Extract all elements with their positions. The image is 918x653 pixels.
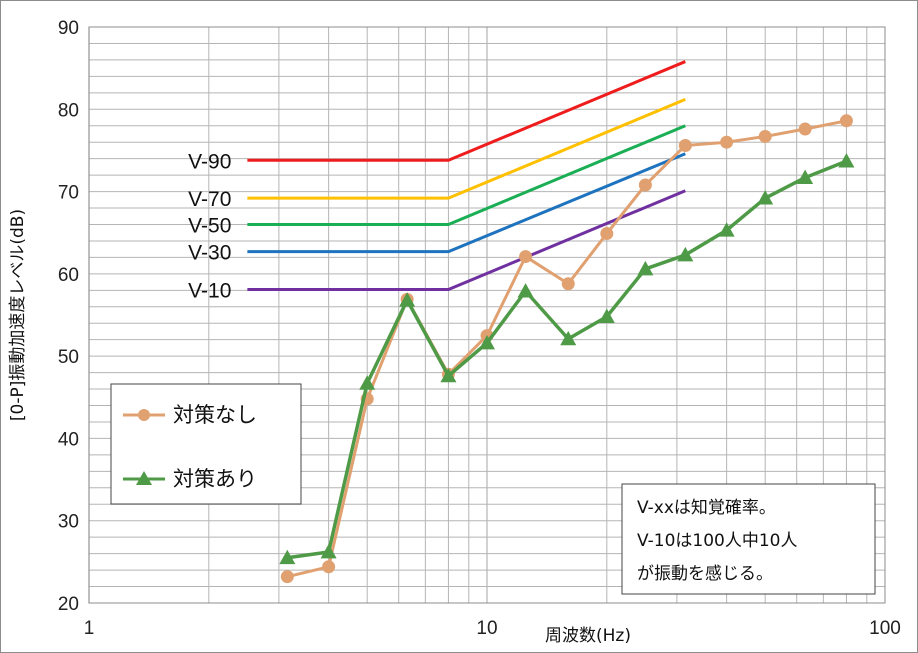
note-line-2: V-10は100人中10人 — [637, 531, 797, 551]
data-point-triangle — [757, 190, 774, 205]
y-axis-title: [0-P]振動加速度レベル(dB) — [8, 209, 28, 421]
axis-ticks: 20 30 40 50 60 70 80 90 1 10 100 — [58, 18, 901, 639]
legend-label-without-measure: 対策なし — [173, 403, 257, 427]
note-box: V-xxは知覚確率。 V-10は100人中10人 が振動を感じる。 — [621, 483, 876, 595]
data-point-circle — [839, 114, 853, 128]
reference-line — [247, 152, 686, 254]
data-point-circle — [519, 250, 533, 264]
y-tick-label: 70 — [58, 183, 79, 204]
data-point-circle — [720, 135, 734, 149]
note-line-1: V-xxは知覚確率。 — [637, 498, 776, 518]
legend: 対策なし 対策あり — [110, 383, 302, 505]
data-point-circle — [798, 122, 812, 136]
y-tick-label: 80 — [58, 100, 79, 121]
legend-circle-marker-icon — [138, 409, 150, 421]
note-line-3: が振動を感じる。 — [637, 564, 773, 584]
note-frame — [621, 483, 876, 595]
reference-line-label: V-90 — [188, 150, 231, 173]
data-point-triangle — [797, 169, 814, 184]
reference-lines: V-90 V-70 V-50 V-30 V-10 — [188, 60, 686, 302]
y-tick-label: 30 — [58, 512, 79, 533]
data-point-triangle — [399, 292, 416, 307]
x-tick-label: 100 — [869, 618, 901, 639]
x-axis-title: 周波数(Hz) — [545, 626, 631, 646]
legend-triangle-marker-icon — [136, 471, 152, 485]
reference-line-label: V-10 — [188, 279, 231, 302]
data-point-circle — [322, 560, 336, 574]
data-point-circle — [561, 277, 575, 291]
data-point-triangle — [320, 543, 337, 559]
data-point-triangle — [560, 330, 577, 346]
reference-line — [247, 189, 686, 291]
data-point-triangle — [838, 153, 855, 168]
data-point-circle — [638, 178, 652, 192]
y-tick-label: 20 — [58, 594, 79, 615]
data-point-triangle — [677, 246, 694, 262]
data-point-circle — [758, 129, 772, 143]
y-tick-label: 60 — [58, 265, 79, 286]
x-tick-label: 1 — [84, 618, 95, 639]
data-point-triangle — [359, 375, 376, 390]
plot-frame — [88, 26, 886, 604]
data-point-circle — [600, 227, 614, 241]
data-point-circle — [678, 138, 692, 152]
data-point-triangle — [517, 283, 534, 298]
y-tick-label: 50 — [58, 347, 79, 368]
reference-line-label: V-50 — [188, 214, 231, 237]
x-tick-label: 10 — [476, 618, 497, 639]
legend-label-with-measure: 対策あり — [173, 467, 257, 491]
data-point-triangle — [637, 260, 654, 276]
reference-line — [247, 98, 686, 200]
data-point-triangle — [718, 222, 735, 237]
y-tick-label: 90 — [58, 18, 79, 39]
data-point-circle — [280, 570, 294, 584]
data-series — [279, 114, 855, 584]
data-point-triangle — [440, 367, 457, 383]
reference-line — [247, 124, 686, 226]
reference-line-label: V-70 — [188, 188, 231, 211]
reference-line — [247, 60, 686, 162]
plot-area-border — [88, 26, 886, 604]
data-point-triangle — [279, 549, 296, 565]
data-point-triangle — [598, 308, 615, 324]
reference-line-label: V-30 — [188, 242, 231, 265]
data-point-triangle — [479, 334, 495, 350]
y-tick-label: 40 — [58, 429, 79, 450]
